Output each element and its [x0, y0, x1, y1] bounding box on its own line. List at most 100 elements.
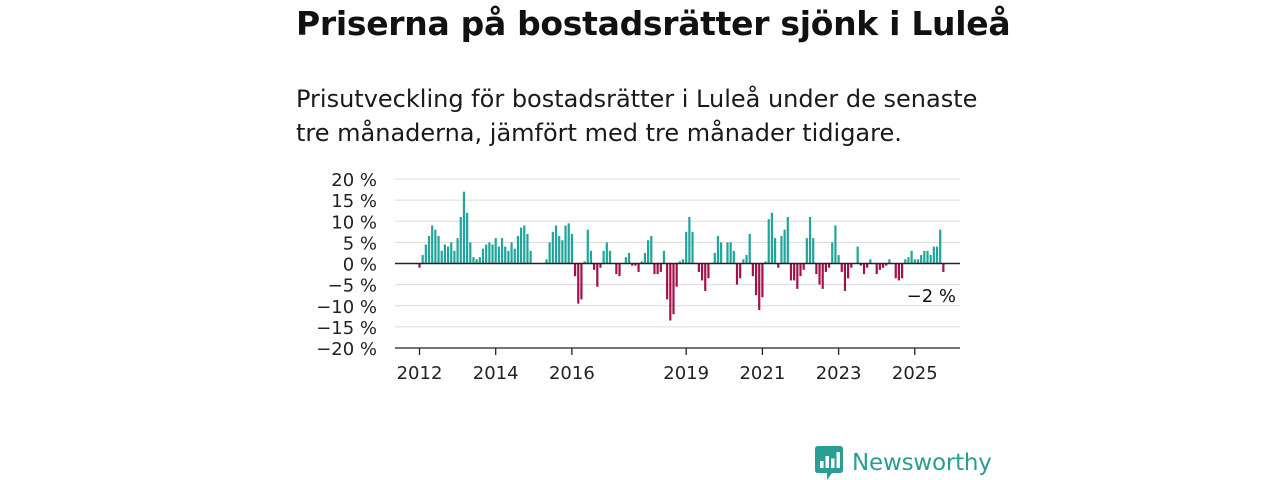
bar	[516, 236, 520, 264]
bar	[799, 263, 802, 277]
bar	[834, 225, 837, 264]
bar	[529, 250, 532, 264]
chart-subtitle: Prisutveckling för bostadsrätter i Luleå…	[296, 85, 978, 147]
bar	[685, 231, 688, 264]
bar	[558, 236, 561, 264]
bar	[774, 238, 777, 264]
bar	[564, 225, 567, 264]
bar	[831, 242, 834, 264]
x-tick-label: 2012	[397, 363, 443, 384]
brand-name: Newsworthy	[852, 450, 992, 476]
bar	[932, 246, 935, 264]
bar	[510, 242, 513, 264]
bar	[843, 263, 847, 291]
bar	[821, 263, 824, 289]
brand-logo[interactable]: Newsworthy	[815, 446, 992, 480]
bar	[602, 250, 605, 264]
bar	[491, 244, 494, 264]
bar	[526, 233, 529, 264]
bar	[818, 263, 821, 285]
bar	[742, 259, 745, 264]
bar	[888, 259, 891, 264]
latest-value-label: −2 %	[907, 286, 956, 307]
bar	[662, 250, 666, 264]
bar	[567, 223, 570, 264]
bar	[923, 250, 926, 264]
bar	[434, 229, 437, 264]
bar	[745, 255, 748, 264]
bar	[570, 233, 573, 264]
bar	[469, 242, 472, 264]
bar	[675, 263, 678, 287]
bar	[669, 263, 672, 321]
bar	[647, 240, 650, 264]
bar	[481, 248, 485, 264]
bar	[586, 229, 589, 264]
bar	[770, 212, 774, 264]
bar	[697, 263, 700, 272]
bar	[437, 236, 440, 264]
bar	[456, 238, 459, 264]
bar	[672, 263, 675, 315]
bar	[920, 255, 923, 264]
bar	[789, 263, 793, 281]
bar	[869, 259, 872, 264]
bar	[631, 263, 634, 266]
bar	[589, 250, 593, 264]
bar	[935, 246, 939, 264]
bar	[739, 263, 742, 279]
bar	[913, 259, 916, 264]
bar	[504, 246, 507, 264]
bar	[859, 263, 862, 266]
x-tick-label: 2021	[739, 363, 785, 384]
bar	[942, 263, 945, 272]
bar	[513, 248, 516, 264]
bar	[704, 263, 707, 291]
bar	[599, 263, 602, 268]
bar	[624, 257, 627, 264]
bar	[751, 263, 754, 277]
bar	[478, 257, 481, 264]
x-tick-label: 2023	[816, 363, 862, 384]
bar	[796, 263, 799, 289]
bar	[862, 263, 866, 275]
bar	[758, 263, 761, 310]
bar	[748, 233, 751, 264]
bar	[615, 263, 618, 275]
y-tick-label: 10 %	[331, 212, 377, 233]
bar	[650, 236, 653, 264]
bar	[573, 263, 577, 277]
bar	[929, 255, 932, 264]
y-tick-label: −5 %	[328, 276, 377, 297]
bar	[596, 263, 599, 287]
bar	[815, 263, 818, 275]
bar	[808, 217, 812, 264]
bar	[418, 263, 421, 268]
bar	[881, 263, 885, 268]
bar	[545, 259, 548, 264]
bar	[729, 242, 732, 264]
bar	[802, 263, 805, 270]
bar	[523, 225, 526, 264]
bar	[440, 250, 443, 264]
y-tick-label: 0 %	[343, 255, 377, 276]
bar	[894, 263, 897, 279]
bar	[901, 263, 904, 279]
bar	[850, 263, 853, 268]
bar	[767, 219, 770, 264]
bar	[786, 217, 789, 264]
bar	[666, 263, 669, 300]
bar	[885, 263, 888, 266]
bar	[707, 263, 710, 279]
y-tick-label: −15 %	[316, 318, 377, 339]
x-tick-label: 2016	[549, 363, 595, 384]
bar	[637, 263, 640, 272]
bar	[554, 225, 558, 264]
bar	[583, 261, 586, 264]
bar	[593, 263, 596, 270]
bar	[812, 238, 815, 264]
bar	[421, 255, 424, 264]
y-tick-label: 15 %	[331, 191, 377, 212]
bar	[700, 263, 704, 281]
